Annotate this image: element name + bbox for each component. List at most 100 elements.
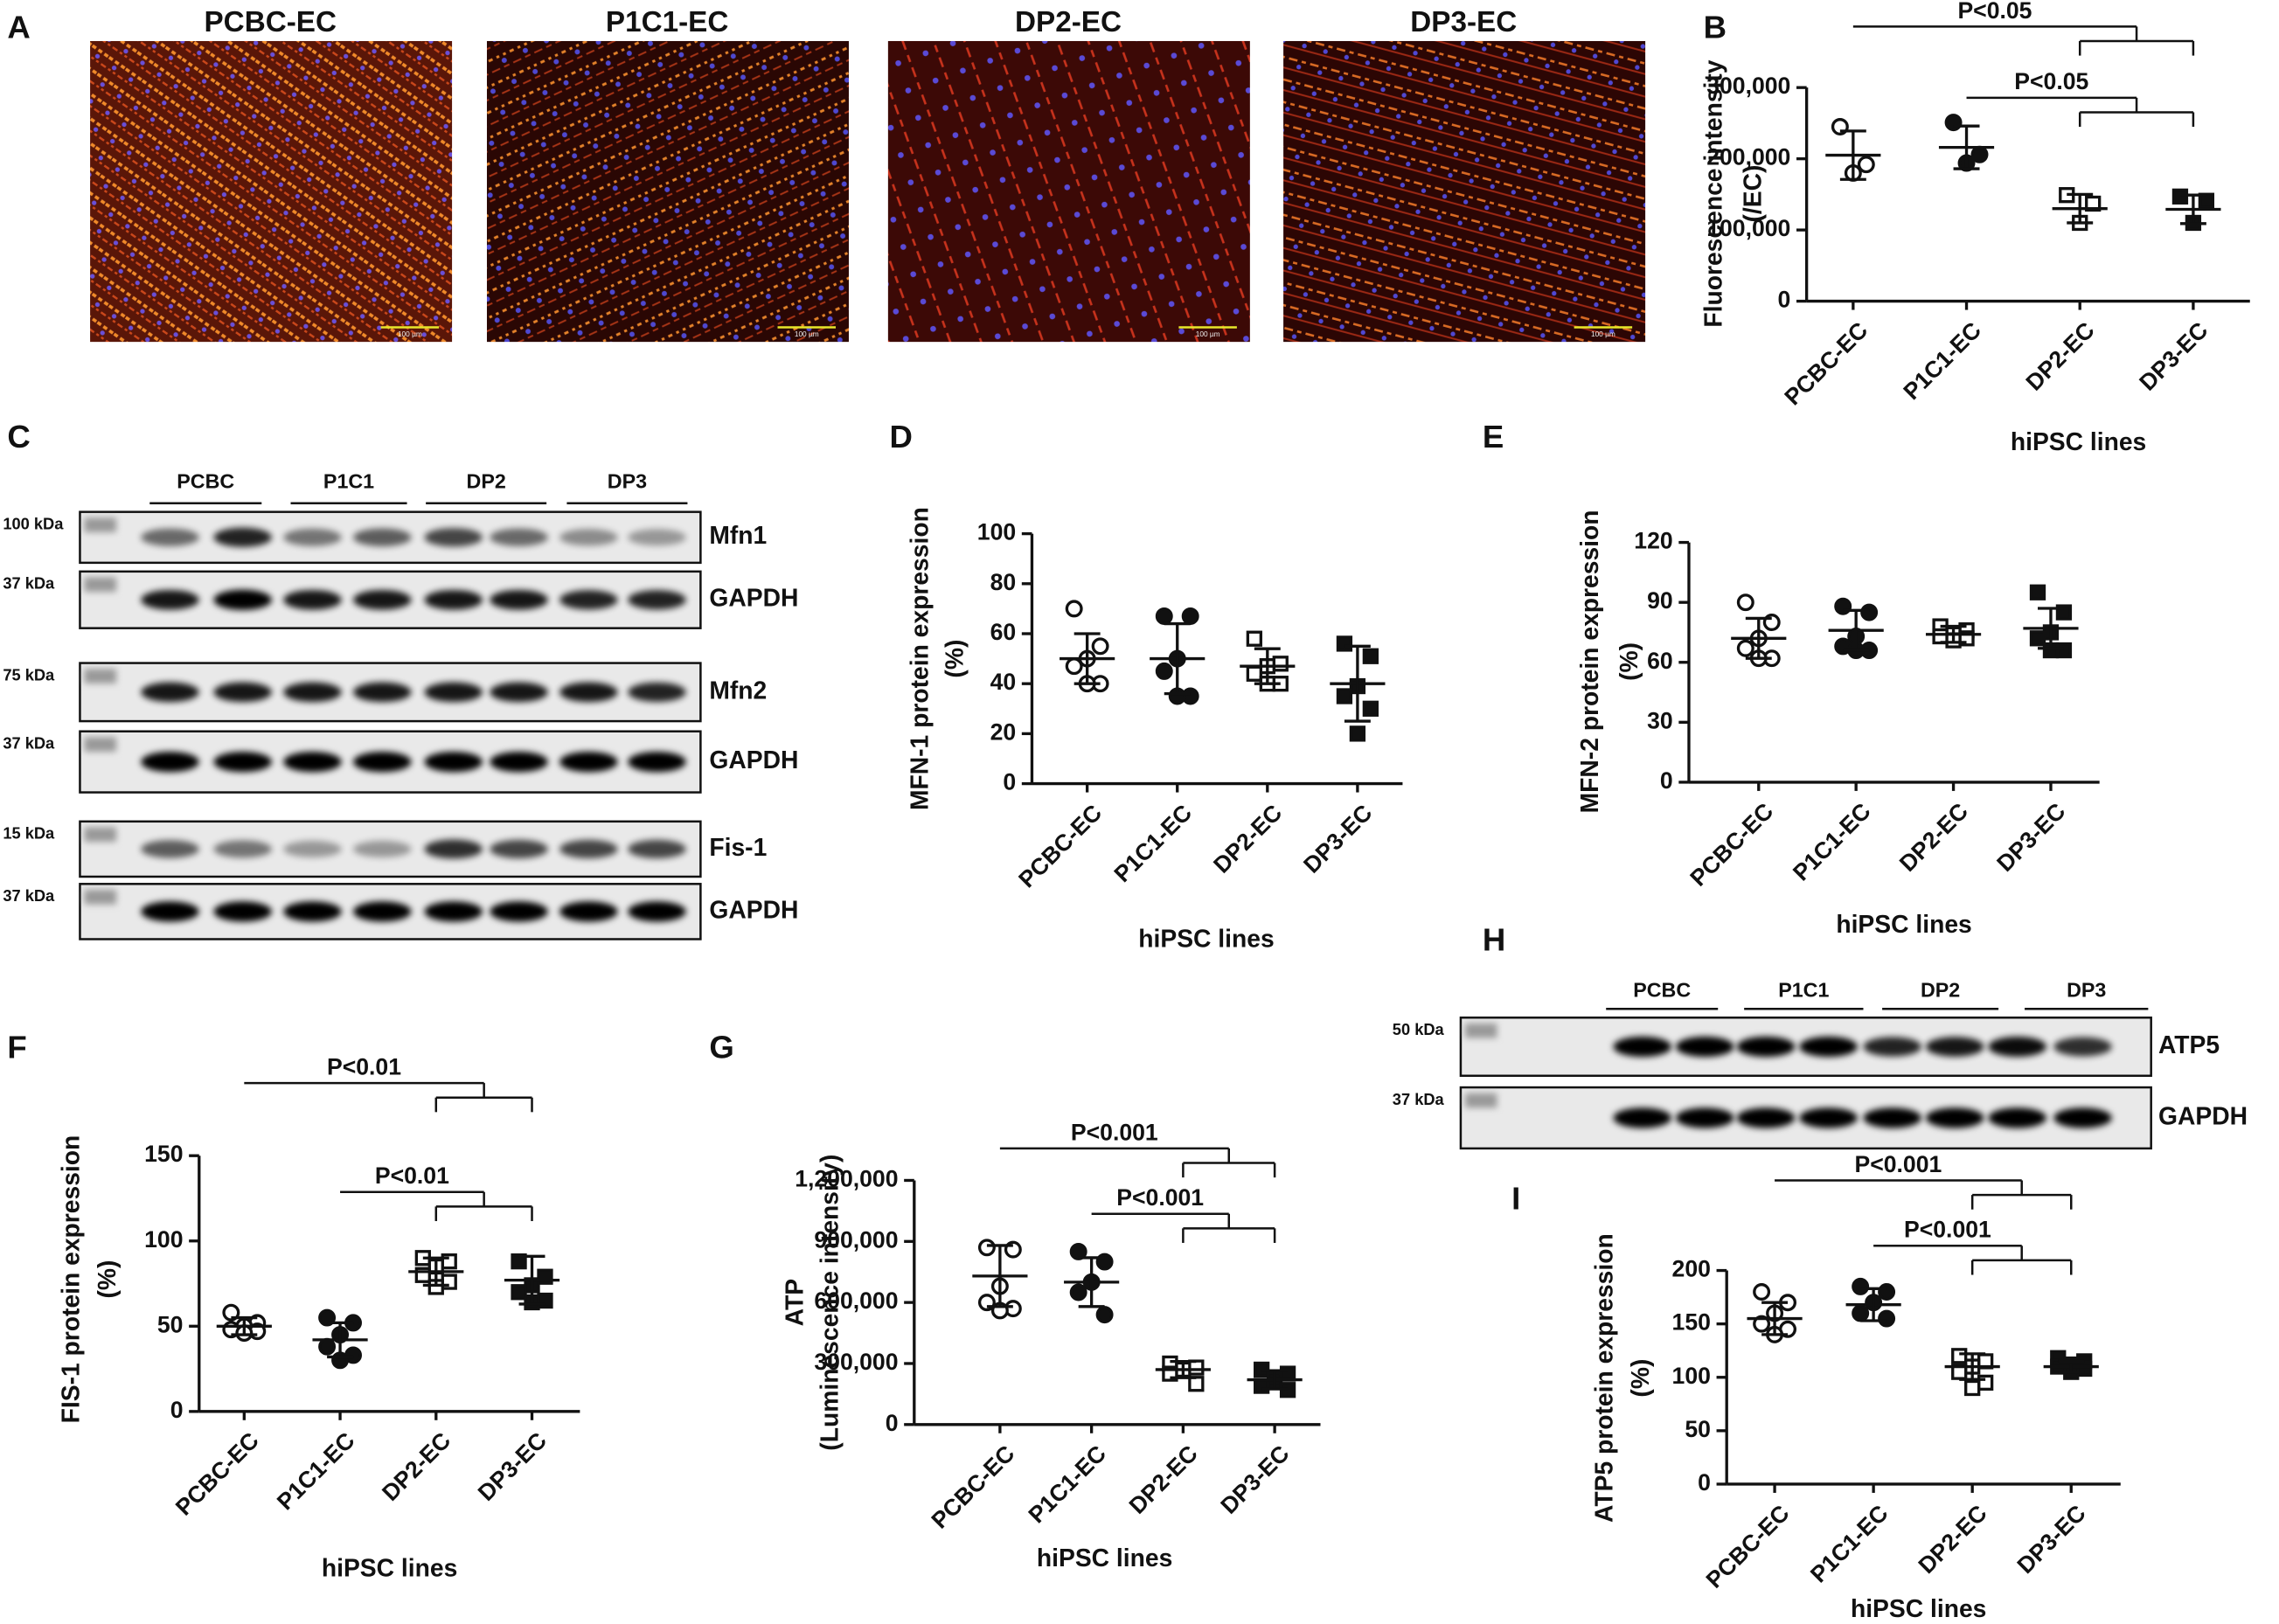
x-tick-label: PCBC-EC — [170, 1427, 264, 1521]
band — [490, 589, 548, 610]
band — [283, 752, 342, 773]
band — [213, 527, 272, 547]
band — [283, 840, 342, 857]
y-tick-label: 600,000 — [814, 1287, 898, 1314]
y-tick-label: 300,000 — [1706, 73, 1790, 99]
data-point — [1095, 1306, 1114, 1324]
marker-label: 75 kDa — [3, 665, 55, 684]
y-tick-label: 150 — [144, 1141, 183, 1167]
marker-label: 15 kDa — [3, 824, 55, 843]
y-tick-label: 200 — [1672, 1256, 1711, 1282]
y-tick-label: 120 — [1634, 528, 1672, 554]
image-title: DP3-EC — [1410, 6, 1517, 38]
x-tick-label: PCBC-EC — [1013, 800, 1107, 893]
y-tick-label: 50 — [157, 1311, 184, 1337]
data-point — [1065, 657, 1083, 676]
ladder — [1464, 1093, 1497, 1108]
band — [1799, 1107, 1858, 1128]
data-point — [1753, 1315, 1771, 1333]
band — [353, 752, 412, 773]
band — [1676, 1036, 1734, 1058]
lane-group-label: DP3 — [2067, 978, 2106, 1001]
band — [141, 840, 199, 858]
y-tick-label: 30 — [1647, 707, 1673, 733]
y-axis-label: ATP5 protein expression — [1590, 1233, 1618, 1523]
y-axis-label: ATP — [781, 1279, 809, 1326]
scale-bar-label: 100 µm — [795, 330, 819, 338]
y-tick-label: 200,000 — [1706, 144, 1790, 170]
data-point — [1852, 1277, 1870, 1295]
y-tick-label: 1,200,000 — [795, 1166, 898, 1192]
image-title: PCBC-EC — [205, 6, 337, 38]
y-tick-label: 80 — [990, 569, 1017, 595]
data-point — [318, 1337, 337, 1356]
data-point — [1069, 1283, 1087, 1301]
panel-letter: I — [1511, 1180, 1520, 1216]
band — [1925, 1037, 1984, 1057]
x-tick-label: DP2-EC — [377, 1427, 455, 1506]
significance-label: P<0.001 — [1904, 1217, 1991, 1243]
band — [213, 752, 272, 773]
y-axis-label: FIS-1 protein expression — [57, 1135, 85, 1424]
data-point — [1753, 1283, 1771, 1301]
lane-group-label: DP2 — [467, 470, 506, 493]
data-point — [1336, 688, 1353, 704]
x-tick-label: DP3-EC — [1298, 800, 1377, 878]
y-tick-label: 60 — [1647, 648, 1673, 674]
data-point — [1279, 1365, 1296, 1382]
data-point — [1349, 725, 1366, 742]
y-axis-label: (Luminescence intensity) — [815, 1155, 843, 1451]
band — [1736, 1036, 1796, 1058]
data-point — [1155, 662, 1173, 680]
y-tick-label: 0 — [1698, 1469, 1711, 1496]
lane-group-label: PCBC — [1633, 978, 1691, 1001]
panel-letter: C — [7, 419, 30, 455]
data-point — [2029, 584, 2046, 600]
x-tick-label: DP2-EC — [1208, 800, 1287, 878]
band — [628, 590, 686, 610]
band — [490, 528, 548, 546]
band — [353, 901, 412, 922]
band — [628, 752, 686, 773]
ladder — [84, 737, 117, 753]
data-point — [977, 1239, 996, 1257]
band — [1988, 1037, 2046, 1057]
data-point — [1362, 700, 1379, 717]
band — [1799, 1036, 1858, 1058]
panel-letter: D — [890, 419, 913, 455]
y-axis-label: MFN-2 protein expression — [1575, 510, 1603, 813]
x-tick-label: P1C1-EC — [1024, 1440, 1112, 1529]
marker-label: 50 kDa — [1393, 1020, 1445, 1038]
data-point — [1878, 1283, 1896, 1301]
y-axis-label: (%) — [1626, 1359, 1654, 1398]
ladder — [84, 827, 117, 843]
band — [490, 752, 548, 773]
x-tick-label: DP2-EC — [1914, 1500, 1992, 1579]
band-label: GAPDH — [709, 746, 798, 774]
x-tick-label: DP3-EC — [2134, 317, 2213, 396]
band — [1863, 1037, 1921, 1057]
band — [213, 901, 272, 922]
data-point — [222, 1303, 240, 1322]
band — [283, 528, 342, 546]
ladder — [1464, 1023, 1497, 1038]
y-axis-label: (/EC) — [1738, 165, 1766, 223]
scale-bar-label: 100 µm — [1196, 330, 1220, 338]
lane-group-label: P1C1 — [323, 470, 374, 493]
band — [1613, 1107, 1672, 1128]
x-tick-label: P1C1-EC — [272, 1427, 360, 1516]
data-point — [1246, 665, 1262, 682]
data-point — [1246, 630, 1262, 647]
band — [213, 589, 272, 610]
y-tick-label: 100 — [144, 1226, 183, 1253]
band — [628, 901, 686, 922]
x-tick-label: DP3-EC — [1991, 798, 2070, 877]
y-axis-label: Fluorescence intensity — [1699, 59, 1727, 327]
y-tick-label: 0 — [1003, 769, 1016, 795]
band-label: ATP5 — [2158, 1031, 2220, 1058]
band — [213, 840, 272, 858]
marker-label: 37 kDa — [1393, 1090, 1445, 1108]
lane-group-label: P1C1 — [1778, 978, 1829, 1001]
data-point — [1181, 607, 1199, 625]
panel-letter: F — [7, 1029, 26, 1065]
